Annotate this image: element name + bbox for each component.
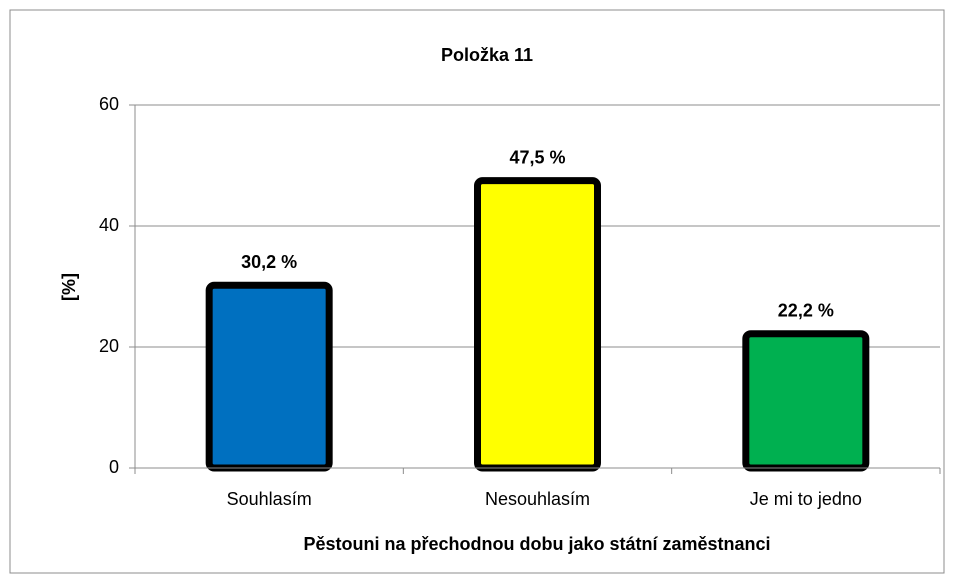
y-tick-label: 0 (109, 457, 119, 477)
x-tick-label: Nesouhlasím (485, 489, 590, 509)
value-label: 22,2 % (778, 300, 834, 320)
bar (205, 281, 333, 472)
bar (474, 177, 601, 472)
value-label: 30,2 % (241, 252, 297, 272)
y-axis-label: [%] (59, 273, 79, 301)
y-tick-label: 40 (99, 215, 119, 235)
x-tick-label: Souhlasím (227, 489, 312, 509)
value-label: 47,5 % (509, 147, 565, 167)
y-tick-label: 20 (99, 336, 119, 356)
x-axis-label: Pěstouni na přechodnou dobu jako státní … (303, 534, 770, 554)
bar (742, 330, 870, 472)
x-tick-label: Je mi to jedno (750, 489, 862, 509)
chart-title: Položka 11 (441, 45, 533, 65)
y-tick-label: 60 (99, 94, 119, 114)
